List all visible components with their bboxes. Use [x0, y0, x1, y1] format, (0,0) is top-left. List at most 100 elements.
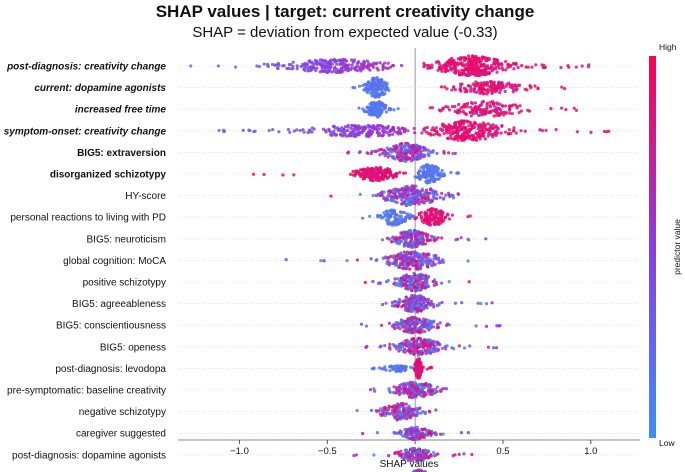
data-point — [395, 364, 399, 368]
data-point — [494, 346, 499, 350]
data-point — [365, 344, 369, 349]
data-point — [328, 69, 332, 73]
data-point — [362, 59, 366, 63]
data-point — [471, 138, 475, 142]
data-point — [519, 129, 523, 133]
data-point — [450, 104, 454, 109]
data-point — [266, 64, 270, 69]
data-point — [423, 348, 428, 352]
data-point — [403, 382, 407, 386]
data-point — [420, 131, 424, 135]
data-point — [474, 59, 479, 63]
data-point — [457, 73, 462, 77]
data-point — [255, 64, 259, 68]
data-point — [396, 277, 400, 281]
data-point — [494, 130, 498, 134]
data-point — [484, 324, 489, 328]
data-point — [407, 278, 411, 282]
data-point — [375, 176, 379, 180]
data-point — [407, 302, 412, 306]
data-point — [452, 65, 456, 69]
data-point — [457, 108, 461, 113]
data-point — [445, 344, 449, 348]
data-point — [454, 238, 458, 242]
data-point — [360, 129, 364, 134]
data-point — [332, 129, 336, 133]
data-point — [306, 131, 310, 135]
data-point — [403, 148, 407, 152]
data-point — [383, 414, 388, 418]
data-point — [356, 61, 360, 65]
data-point — [401, 344, 405, 349]
data-point — [271, 128, 275, 132]
data-point — [512, 126, 516, 130]
data-point — [382, 190, 386, 194]
data-point — [405, 414, 409, 419]
data-point — [510, 84, 515, 89]
data-point — [474, 80, 478, 84]
data-point — [407, 404, 411, 408]
data-point — [526, 108, 530, 112]
data-point — [440, 168, 444, 173]
data-point — [381, 127, 385, 131]
data-point — [384, 301, 388, 305]
data-point — [383, 365, 387, 369]
data-point — [506, 131, 511, 136]
data-point — [403, 185, 407, 189]
data-point — [432, 257, 436, 261]
data-point — [519, 109, 524, 113]
data-point — [441, 387, 445, 391]
data-point — [406, 244, 410, 248]
data-point — [383, 343, 387, 348]
data-point — [386, 412, 390, 416]
data-point — [441, 219, 445, 224]
data-point — [398, 391, 403, 395]
data-point — [370, 85, 374, 89]
data-point — [503, 89, 507, 94]
data-point — [401, 283, 405, 287]
data-point — [423, 242, 428, 246]
data-point — [420, 427, 424, 431]
feature-label: BIG5: neuroticism — [87, 234, 166, 245]
data-point — [444, 347, 448, 351]
data-point — [382, 148, 386, 152]
feature-label: pre-symptomatic: baseline creativity — [7, 386, 166, 397]
data-point — [385, 146, 389, 150]
data-point — [523, 129, 527, 133]
data-point — [386, 66, 390, 71]
data-point — [509, 131, 513, 136]
data-point — [466, 259, 470, 263]
data-point — [479, 125, 483, 129]
data-point — [406, 261, 410, 265]
data-point — [443, 67, 447, 71]
data-point — [459, 56, 463, 60]
data-point — [499, 61, 504, 66]
data-point — [321, 69, 325, 73]
data-point — [415, 327, 419, 331]
data-point — [411, 433, 415, 437]
data-point — [414, 389, 419, 393]
data-point — [301, 128, 305, 132]
data-point — [435, 211, 439, 216]
data-point — [451, 151, 455, 156]
data-point — [435, 325, 439, 329]
data-point — [471, 112, 475, 116]
data-point — [313, 58, 317, 63]
data-point — [352, 134, 356, 138]
data-point — [436, 322, 440, 326]
data-point — [424, 130, 428, 134]
data-point — [400, 198, 404, 202]
data-point — [281, 173, 285, 177]
data-point — [449, 170, 453, 175]
data-point — [398, 413, 402, 417]
data-point — [486, 71, 490, 76]
data-point — [441, 107, 445, 111]
data-point — [371, 279, 375, 284]
data-point — [416, 357, 421, 361]
data-point — [502, 113, 506, 117]
data-point — [413, 285, 417, 290]
data-point — [447, 108, 451, 112]
data-point — [429, 299, 433, 304]
data-point — [410, 277, 414, 281]
